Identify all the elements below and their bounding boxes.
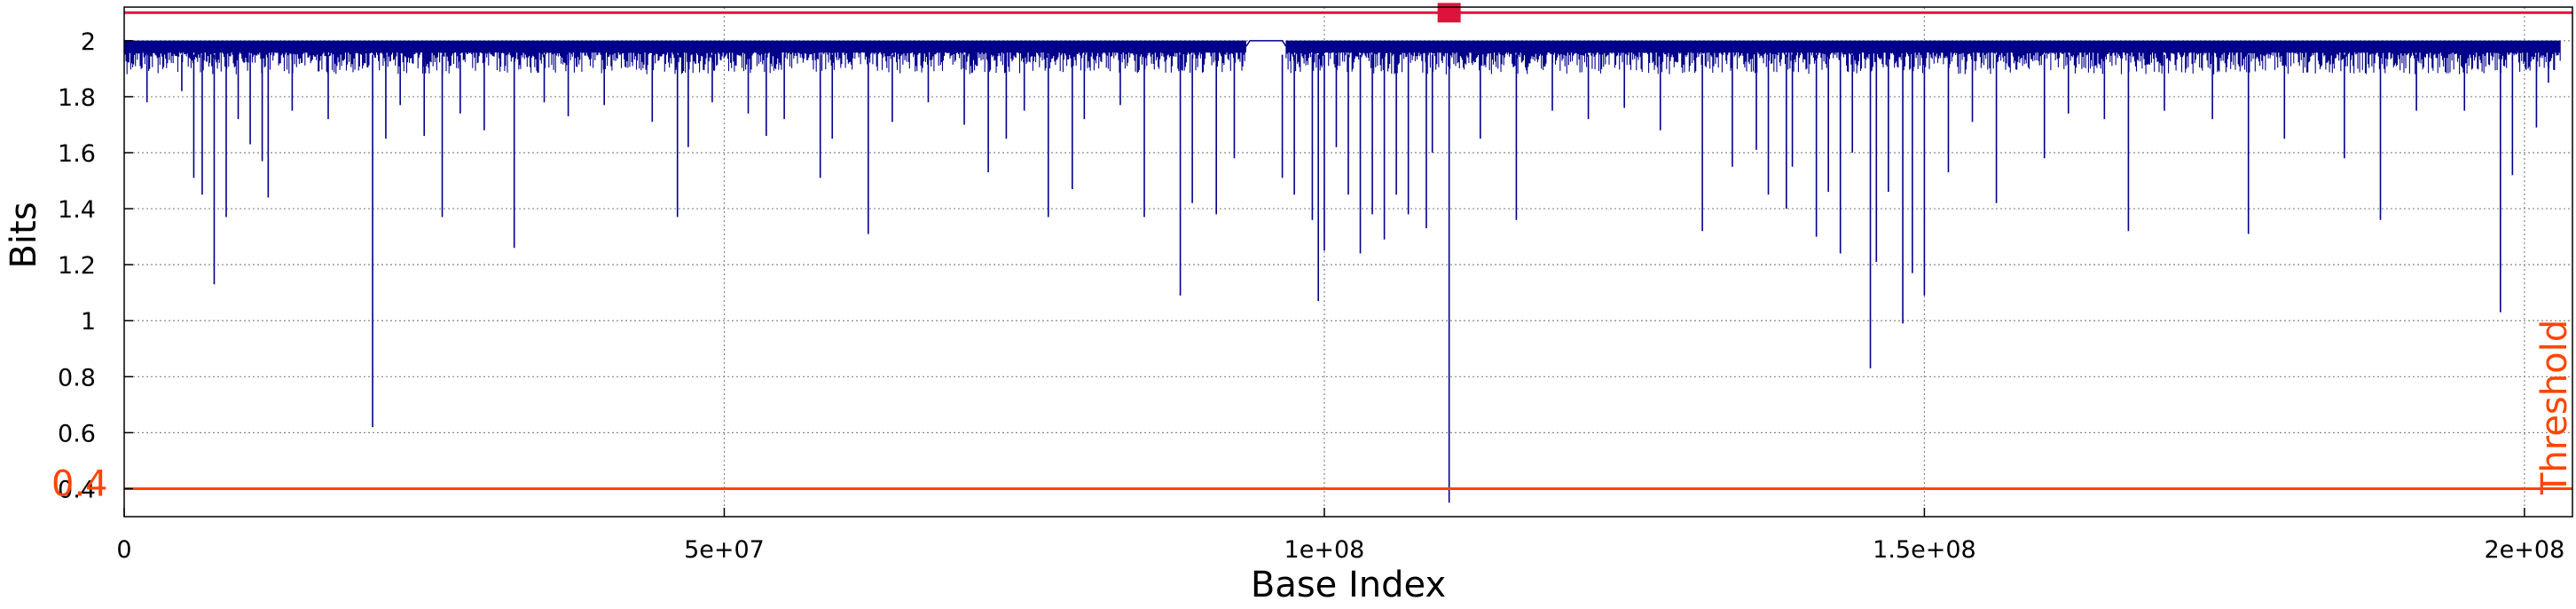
y-tick-label: 1.6	[58, 140, 96, 168]
y-tick-label: 1.8	[58, 84, 96, 112]
plot-frame	[123, 6, 2573, 518]
series-top-band	[124, 40, 1246, 51]
x-tick-label: 0	[116, 536, 131, 564]
x-tick-label: 1.5e+08	[1873, 536, 1976, 564]
x-tick-label: 2e+08	[2484, 536, 2564, 564]
y-tick-label: 1.2	[58, 252, 96, 280]
x-tick-label: 5e+07	[684, 536, 765, 564]
y-tick-label: 2	[81, 28, 96, 56]
y-tick-label: 0.6	[58, 420, 96, 447]
y-tick-label: 0.8	[58, 364, 96, 392]
x-axis-ticks: 0 5e+07 1e+08 1.5e+08 2e+08	[116, 508, 2564, 564]
threshold-value-label: 0.4	[51, 463, 108, 504]
reference-lines	[124, 3, 2572, 490]
x-axis-label: Base Index	[1251, 565, 1446, 605]
series-top-band	[1285, 40, 2561, 51]
max-bits-marker	[1437, 3, 1461, 23]
series-bits	[123, 40, 2561, 503]
series-gap-outline	[1245, 40, 1287, 47]
threshold-label: Threshold	[2534, 320, 2575, 495]
y-axis-ticks: 0.4 0.6 0.8 1 1.2 1.4 1.6 1.8 2	[58, 28, 133, 503]
y-tick-label: 1.4	[58, 196, 96, 224]
y-tick-label: 0.4	[58, 476, 96, 503]
y-tick-label: 1	[81, 308, 96, 336]
x-tick-label: 1e+08	[1284, 536, 1365, 564]
y-axis-label: Bits	[4, 202, 44, 268]
